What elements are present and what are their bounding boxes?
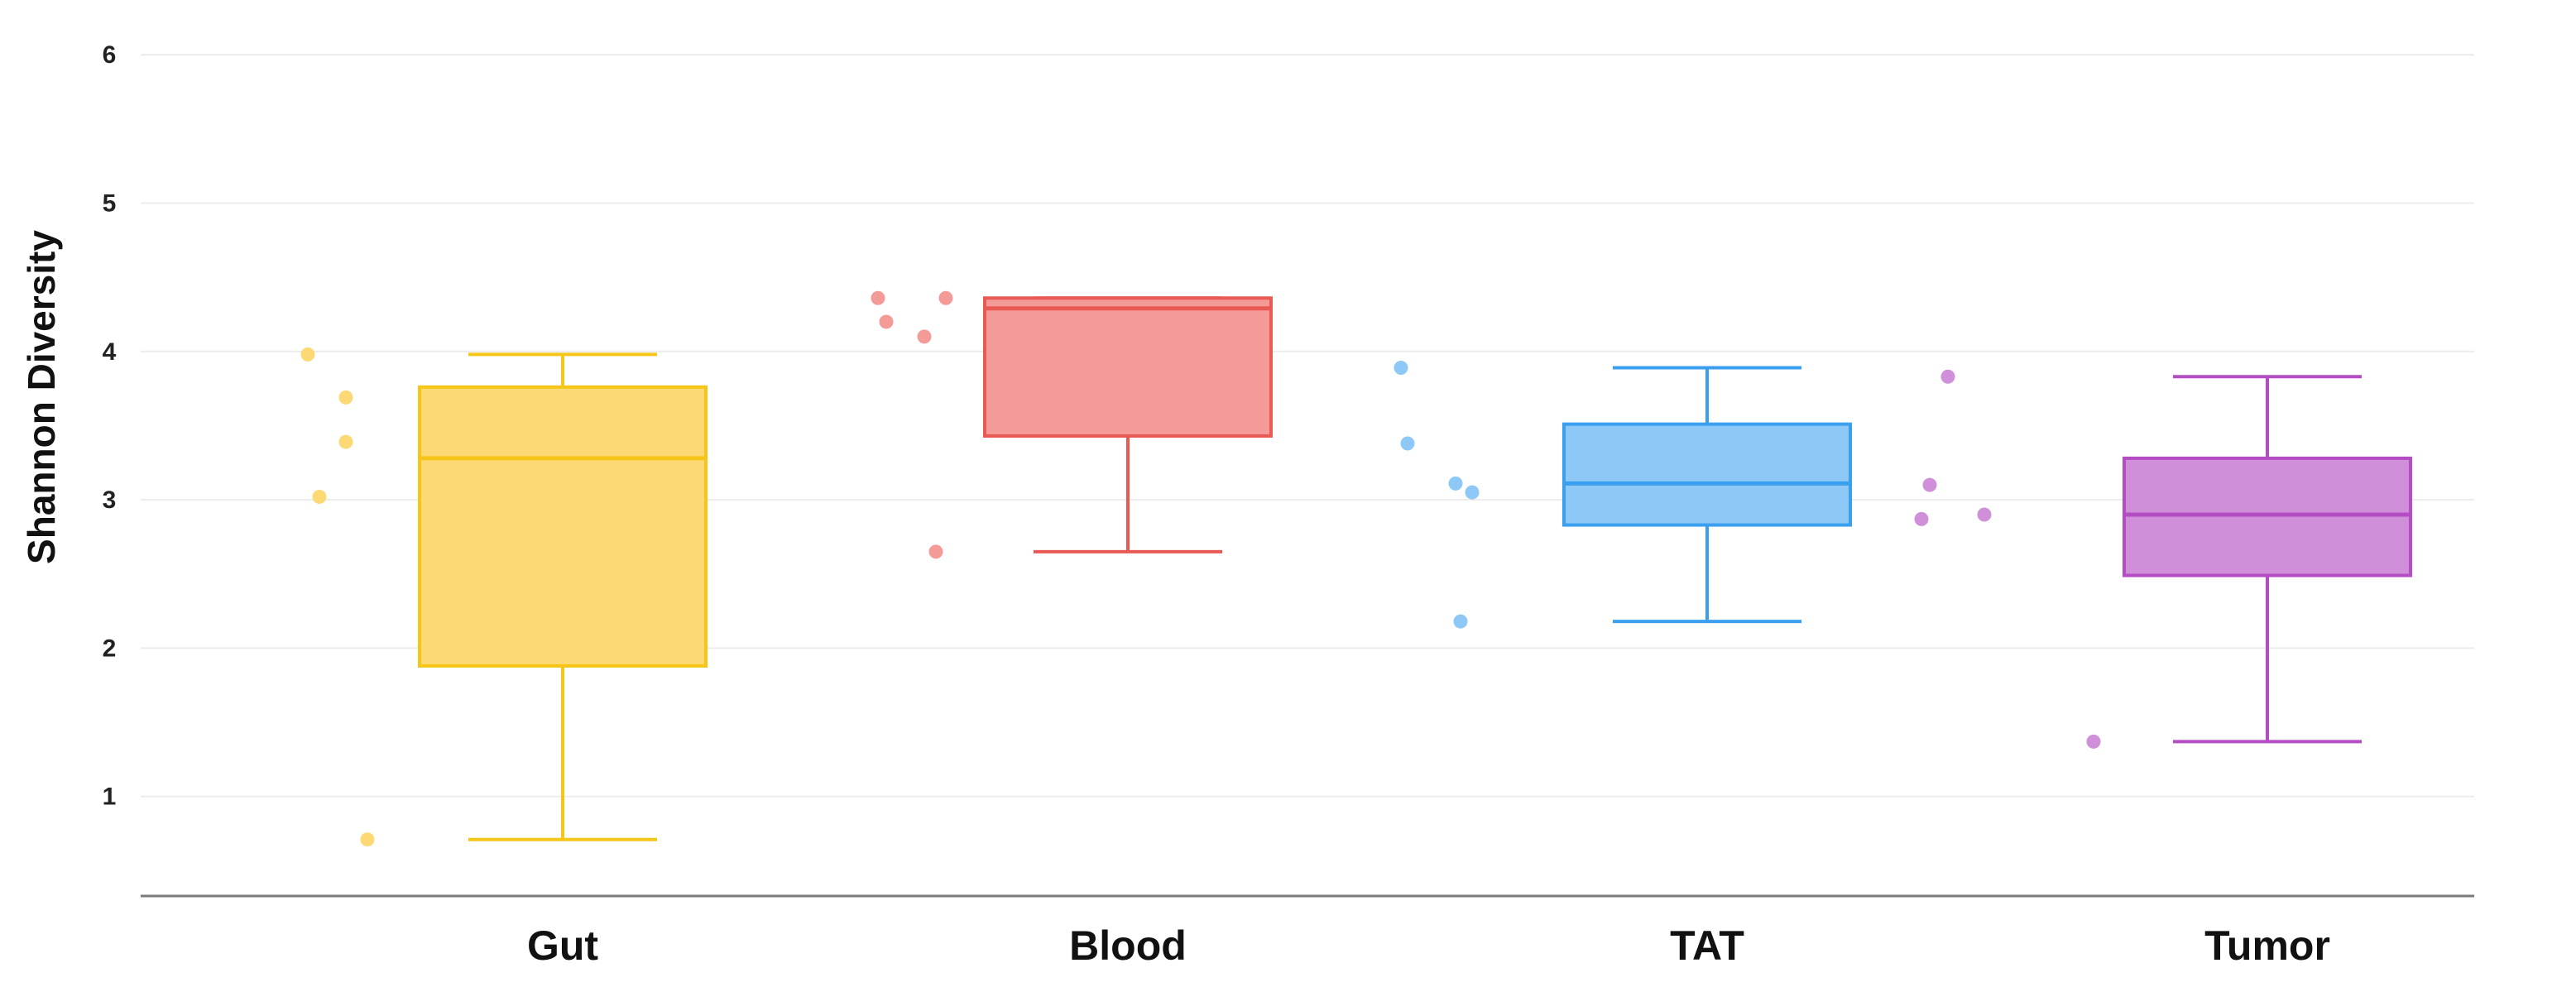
- box-tumor: [2123, 375, 2412, 744]
- x-axis-categories: Gut Blood TAT Tumor: [527, 922, 2330, 969]
- data-point-tumor: [1940, 369, 1955, 384]
- data-point-blood: [938, 290, 953, 305]
- box-blood: [983, 296, 1273, 553]
- data-point-blood: [928, 544, 943, 559]
- data-point-tumor: [1977, 507, 1992, 522]
- box-tat: [1562, 366, 1852, 624]
- iqr-box-gut: [418, 385, 708, 668]
- box-gut: [418, 352, 708, 841]
- data-point-tumor: [1914, 511, 1929, 526]
- y-tick-label-2: 2: [103, 635, 117, 662]
- data-point-tat: [1448, 476, 1463, 491]
- boxes: [418, 296, 2412, 841]
- data-point-tat: [1465, 485, 1480, 500]
- data-point-blood: [917, 329, 932, 344]
- data-point-gut: [360, 832, 375, 847]
- y-axis-ticks: 1 2 3 4 5 6: [103, 41, 117, 811]
- data-point-gut: [300, 347, 315, 362]
- data-point-blood: [871, 290, 885, 305]
- data-point-tumor: [1922, 477, 1937, 492]
- y-tick-label-5: 5: [103, 190, 117, 218]
- data-point-gut: [338, 434, 353, 449]
- data-points: [300, 290, 2101, 847]
- data-point-gut: [338, 390, 353, 405]
- data-point-tumor: [2086, 734, 2101, 749]
- y-tick-label-1: 1: [103, 783, 117, 811]
- iqr-box-tat: [1562, 422, 1852, 527]
- data-point-blood: [879, 314, 894, 329]
- y-tick-label-3: 3: [103, 486, 117, 514]
- data-point-tat: [1453, 614, 1468, 629]
- data-point-gut: [312, 490, 327, 505]
- x-category-label-blood: Blood: [1069, 922, 1187, 969]
- data-point-tat: [1394, 361, 1408, 376]
- y-tick-label-4: 4: [103, 338, 117, 366]
- iqr-box-tumor: [2123, 456, 2412, 577]
- iqr-box-blood: [983, 296, 1273, 438]
- x-category-label-tat: TAT: [1670, 922, 1744, 969]
- y-tick-label-6: 6: [103, 41, 117, 69]
- x-category-label-tumor: Tumor: [2204, 922, 2330, 969]
- data-point-tat: [1400, 436, 1415, 451]
- y-axis-title: Shannon Diversity: [20, 230, 63, 564]
- x-category-label-gut: Gut: [527, 922, 598, 969]
